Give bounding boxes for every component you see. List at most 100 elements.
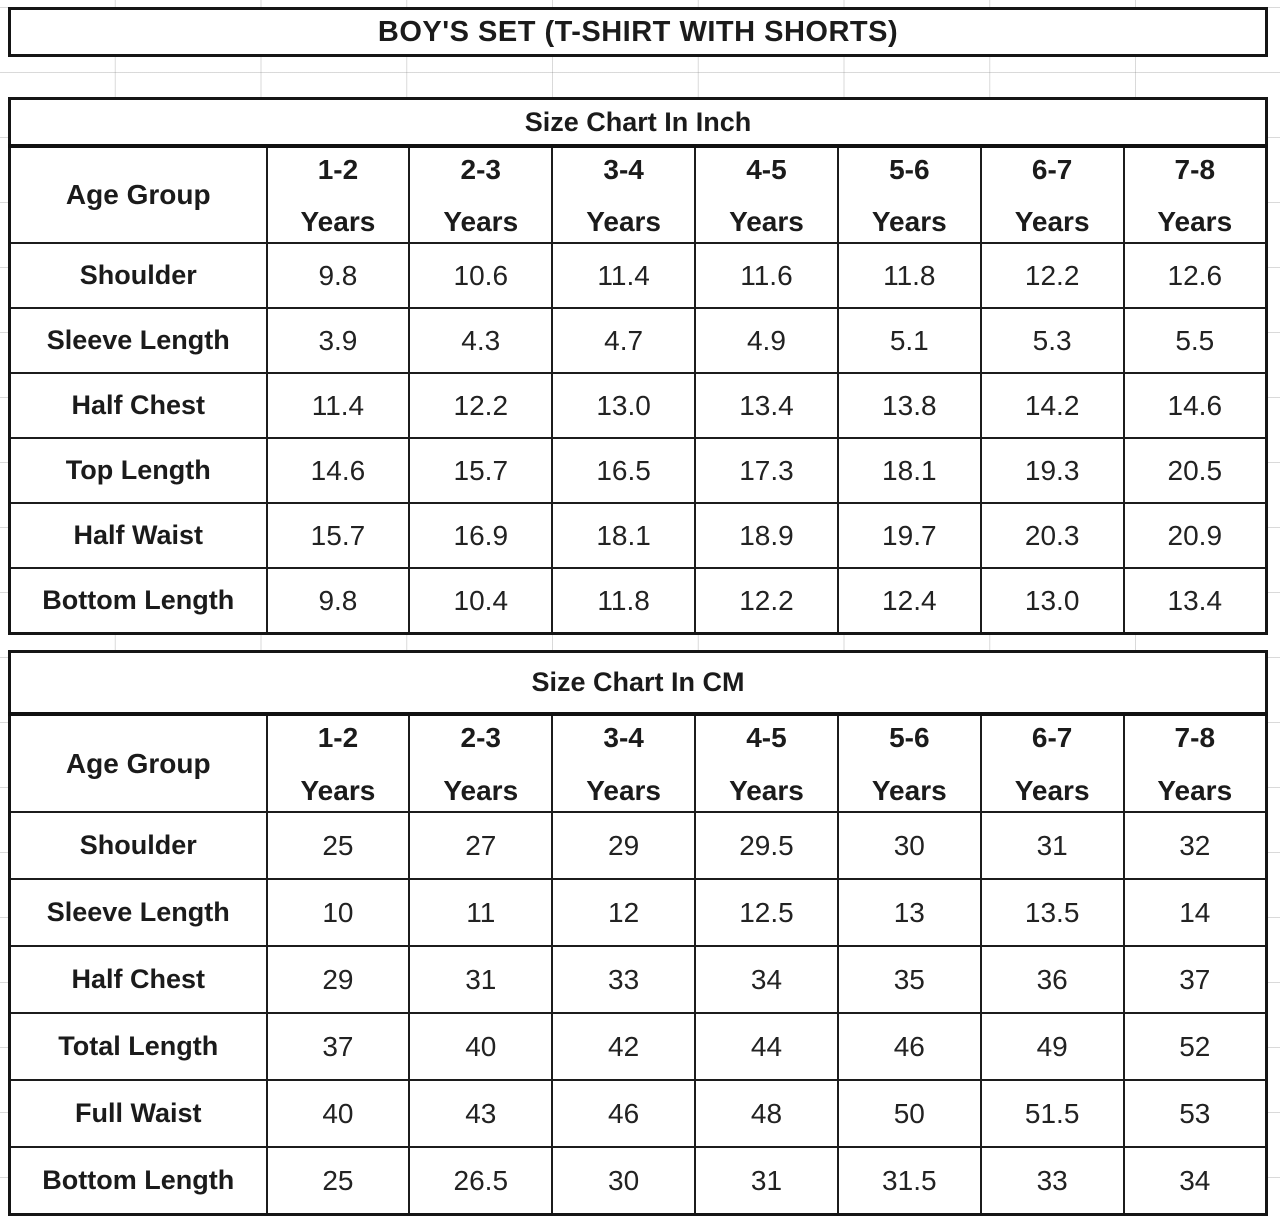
age-suffix: Years — [1014, 775, 1090, 806]
age-range: 6-7 — [1031, 722, 1073, 753]
measurement-label: Sleeve Length — [8, 878, 268, 947]
measurement-value: 13.4 — [694, 372, 839, 439]
age-suffix: Years — [729, 775, 804, 806]
measurement-value: 46 — [551, 1079, 697, 1148]
measurement-value: 19.3 — [979, 437, 1125, 504]
age-range: 1-2 — [317, 154, 359, 185]
measurement-value: 40 — [408, 1012, 554, 1081]
section-title-row: Size Chart In Inch — [8, 97, 1268, 148]
age-col-header: 7-8 Years — [1122, 713, 1268, 813]
age-suffix: Years — [586, 775, 661, 806]
age-col-header: 6-7 Years — [979, 713, 1125, 813]
measurement-value: 49 — [979, 1012, 1125, 1081]
measurement-value: 18.1 — [836, 437, 982, 504]
measurement-label: Shoulder — [8, 242, 268, 309]
age-col-header: 3-4 Years — [551, 145, 697, 244]
age-suffix: Years — [443, 775, 519, 806]
measurement-value: 11.6 — [694, 242, 839, 309]
measurement-value: 44 — [694, 1012, 839, 1081]
measurement-row: Half Chest 29 31 33 34 35 36 37 — [8, 945, 1268, 1014]
measurement-value: 14.6 — [1122, 372, 1268, 439]
measurement-value: 34 — [694, 945, 839, 1014]
product-title: BOY'S SET (T-SHIRT WITH SHORTS) — [8, 7, 1268, 57]
measurement-value: 25 — [265, 1146, 411, 1216]
table-title: Size Chart In CM — [8, 650, 1268, 716]
age-col-header: 4-5 Years — [694, 145, 839, 244]
measurement-value: 11.8 — [551, 567, 697, 635]
measurement-value: 15.7 — [408, 437, 554, 504]
measurement-value: 20.3 — [979, 502, 1125, 569]
measurement-value: 46 — [836, 1012, 982, 1081]
age-range: 7-8 — [1174, 722, 1216, 753]
measurement-label: Full Waist — [8, 1079, 268, 1148]
measurement-value: 9.8 — [265, 242, 411, 309]
measurement-value: 9.8 — [265, 567, 411, 635]
age-col-header: 2-3 Years — [408, 713, 554, 813]
measurement-value: 13.4 — [1122, 567, 1268, 635]
measurement-value: 13.0 — [551, 372, 697, 439]
measurement-value: 12.5 — [694, 878, 839, 947]
measurement-label: Half Chest — [8, 945, 268, 1014]
measurement-value: 18.1 — [551, 502, 697, 569]
measurement-label: Bottom Length — [8, 1146, 268, 1216]
age-range: 3-4 — [603, 722, 644, 753]
measurement-value: 19.7 — [836, 502, 982, 569]
measurement-value: 14 — [1122, 878, 1268, 947]
age-col-header: 7-8 Years — [1122, 145, 1268, 244]
size-chart-inch-table: Size Chart In Inch Age Group 1-2 Years 2-3… — [8, 97, 1268, 635]
age-group-header: Age Group — [8, 145, 268, 244]
measurement-value: 11.8 — [836, 242, 982, 309]
measurement-value: 40 — [265, 1079, 411, 1148]
measurement-value: 5.3 — [979, 307, 1125, 374]
measurement-value: 29.5 — [694, 811, 839, 880]
measurement-row: Half Waist 15.7 16.9 18.1 18.9 19.7 20.3 20.9 — [8, 502, 1268, 569]
measurement-value: 10.6 — [408, 242, 554, 309]
age-col-header: 1-2 Years — [265, 145, 411, 244]
age-range: 2-3 — [460, 154, 501, 185]
age-header-row: Age Group 1-2 Years 2-3 Years 3-4 Years 4-5 Yea… — [8, 145, 1268, 244]
age-range: 5-6 — [889, 722, 930, 753]
measurement-value: 33 — [979, 1146, 1125, 1216]
measurements-body: Shoulder 25 27 29 29.5 30 31 32 Sleeve Length 10 1… — [8, 811, 1268, 1216]
measurement-row: Top Length 14.6 15.7 16.5 17.3 18.1 19.3 20.5 — [8, 437, 1268, 504]
age-range: 1-2 — [317, 722, 359, 753]
measurement-label: Half Waist — [8, 502, 268, 569]
measurement-value: 25 — [265, 811, 411, 880]
measurement-value: 31 — [408, 945, 554, 1014]
age-range: 5-6 — [889, 154, 930, 185]
measurement-value: 12.2 — [408, 372, 554, 439]
measurement-value: 12.2 — [694, 567, 839, 635]
measurement-value: 4.3 — [408, 307, 554, 374]
measurement-label: Sleeve Length — [8, 307, 268, 374]
age-header-row: Age Group 1-2 Years 2-3 Years 3-4 Years 4-5 Yea… — [8, 713, 1268, 813]
measurement-row: Shoulder 25 27 29 29.5 30 31 32 — [8, 811, 1268, 880]
age-range: 7-8 — [1174, 154, 1216, 185]
measurement-value: 42 — [551, 1012, 697, 1081]
measurement-value: 34 — [1122, 1146, 1268, 1216]
measurement-row: Sleeve Length 3.9 4.3 4.7 4.9 5.1 5.3 5.5 — [8, 307, 1268, 374]
age-group-header: Age Group — [8, 713, 268, 813]
measurement-label: Half Chest — [8, 372, 268, 439]
measurement-value: 43 — [408, 1079, 554, 1148]
measurement-value: 16.5 — [551, 437, 697, 504]
measurement-value: 37 — [265, 1012, 411, 1081]
measurement-value: 51.5 — [979, 1079, 1125, 1148]
section-title-row: Size Chart In CM — [8, 650, 1268, 716]
age-col-header: 1-2 Years — [265, 713, 411, 813]
measurement-value: 29 — [551, 811, 697, 880]
size-chart-cm-table: Size Chart In CM Age Group 1-2 Years 2-3 Ye… — [8, 650, 1268, 1216]
measurement-value: 12.4 — [836, 567, 982, 635]
measurement-label: Shoulder — [8, 811, 268, 880]
measurement-value: 10.4 — [408, 567, 554, 635]
measurement-row: Shoulder 9.8 10.6 11.4 11.6 11.8 12.2 12.6 — [8, 242, 1268, 309]
measurement-value: 5.1 — [836, 307, 982, 374]
age-range: 4-5 — [746, 154, 787, 185]
measurement-value: 13.8 — [836, 372, 982, 439]
age-suffix: Years — [729, 206, 804, 237]
age-col-header: 5-6 Years — [836, 145, 982, 244]
measurement-value: 20.5 — [1122, 437, 1268, 504]
measurement-value: 31 — [979, 811, 1125, 880]
measurement-value: 3.9 — [265, 307, 411, 374]
measurement-row: Bottom Length 25 26.5 30 31 31.5 33 34 — [8, 1146, 1268, 1216]
age-col-header: 3-4 Years — [551, 713, 697, 813]
